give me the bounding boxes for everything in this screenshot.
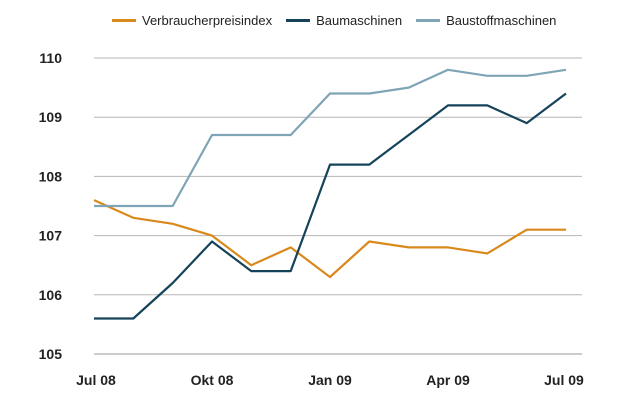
x-tick-label: Apr 09 bbox=[426, 372, 470, 388]
y-tick-label: 109 bbox=[39, 109, 63, 125]
legend-swatch bbox=[286, 19, 311, 22]
legend-swatch bbox=[416, 19, 441, 22]
x-tick-label: Okt 08 bbox=[191, 372, 234, 388]
legend-item-baustoffmaschinen: Baustoffmaschinen bbox=[416, 13, 556, 28]
x-axis: Jul 08 Okt 08 Jan 09 Apr 09 Jul 09 bbox=[76, 372, 584, 388]
legend-label: Verbraucherpreisindex bbox=[142, 13, 273, 28]
legend-label: Baumaschinen bbox=[316, 13, 403, 28]
legend-label: Baustoffmaschinen bbox=[446, 13, 557, 28]
x-tick-label: Jul 09 bbox=[544, 372, 584, 388]
legend-item-verbraucherpreisindex: Verbraucherpreisindex bbox=[112, 13, 272, 28]
y-axis: 105 106 107 108 109 110 bbox=[39, 50, 63, 362]
legend-item-baumaschinen: Baumaschinen bbox=[286, 13, 402, 28]
series-line-verbraucherpreisindex bbox=[93, 199, 566, 279]
series-lines bbox=[93, 68, 567, 320]
legend-swatch bbox=[112, 19, 136, 22]
legend: Verbraucherpreisindex Baumaschinen Baust… bbox=[112, 13, 556, 28]
y-tick-label: 110 bbox=[39, 50, 62, 66]
series-line-baustoffmaschinen bbox=[94, 68, 567, 208]
x-tick-label: Jan 09 bbox=[308, 372, 352, 388]
gridlines bbox=[94, 57, 582, 355]
y-tick-label: 107 bbox=[39, 228, 63, 244]
y-tick-label: 106 bbox=[39, 287, 63, 303]
series-line-baumaschinen bbox=[94, 92, 567, 320]
y-tick-label: 105 bbox=[39, 346, 63, 362]
x-tick-label: Jul 08 bbox=[76, 372, 116, 388]
y-tick-label: 108 bbox=[39, 168, 63, 184]
